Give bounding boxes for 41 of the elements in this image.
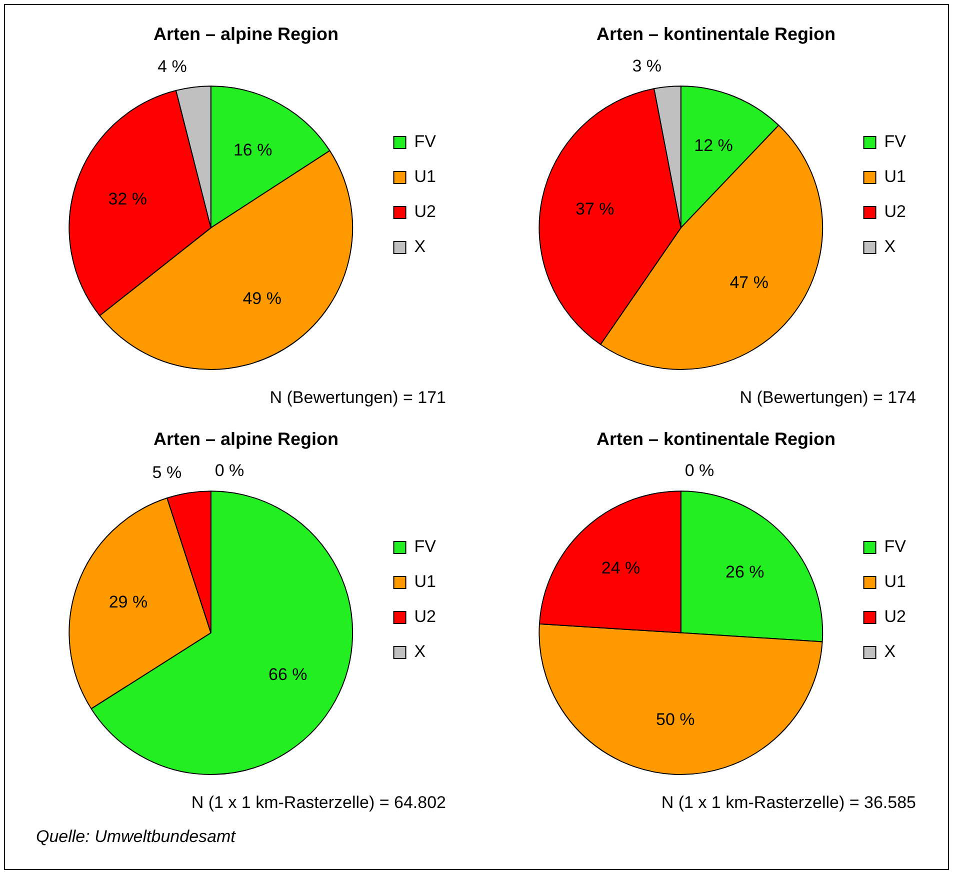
legend-label: U1 bbox=[414, 167, 436, 186]
legend-label: FV bbox=[414, 132, 437, 152]
legend-label: X bbox=[414, 237, 426, 256]
data-label: 66 % bbox=[268, 664, 308, 684]
text: 0 % bbox=[214, 460, 244, 480]
chart-title: Arten – alpine Region bbox=[153, 24, 339, 44]
legend-label: FV bbox=[884, 537, 907, 556]
data-label: 32 % bbox=[108, 189, 148, 208]
legend-label: U2 bbox=[884, 202, 906, 222]
data-label: 37 % bbox=[576, 199, 614, 218]
data-label: 3 % bbox=[632, 56, 662, 76]
data-label: 29 % bbox=[108, 592, 148, 612]
legend-label: FV bbox=[884, 132, 907, 152]
text: N (Bewertungen) = 174 bbox=[740, 388, 916, 408]
legend-label: U2 bbox=[414, 202, 436, 222]
text: N (1 x 1 km-Rasterzelle) = 64.802 bbox=[191, 793, 446, 813]
chart-title: Arten – alpine Region bbox=[153, 428, 339, 449]
data-label: 12 % bbox=[694, 136, 733, 155]
data-label: 49 % bbox=[242, 288, 282, 308]
data-label: 5 % bbox=[152, 462, 182, 482]
source-note: Quelle: Umweltbundesamt bbox=[36, 827, 236, 847]
data-label: 24 % bbox=[601, 558, 640, 578]
legend-label: X bbox=[884, 237, 896, 256]
data-label: 47 % bbox=[730, 272, 768, 292]
legend-label: X bbox=[884, 642, 896, 662]
legend-label: U1 bbox=[884, 167, 906, 186]
text: N (Bewertungen) = 171 bbox=[270, 388, 446, 408]
legend-label: FV bbox=[414, 537, 437, 556]
text: 0 % bbox=[684, 460, 714, 480]
legend-label: X bbox=[414, 642, 426, 662]
legend-label: U1 bbox=[884, 572, 906, 592]
text: N (1 x 1 km-Rasterzelle) = 36.585 bbox=[661, 793, 916, 813]
chart-title: Arten – kontinentale Region bbox=[596, 24, 836, 44]
data-label: 4 % bbox=[158, 57, 187, 76]
chart-title: Arten – kontinentale Region bbox=[596, 428, 836, 449]
data-label: 50 % bbox=[656, 710, 695, 730]
data-label: 26 % bbox=[726, 562, 764, 582]
legend-label: U1 bbox=[414, 572, 436, 592]
data-label: 16 % bbox=[233, 140, 272, 160]
legend-label: U2 bbox=[884, 607, 906, 626]
legend-label: U2 bbox=[414, 607, 436, 626]
